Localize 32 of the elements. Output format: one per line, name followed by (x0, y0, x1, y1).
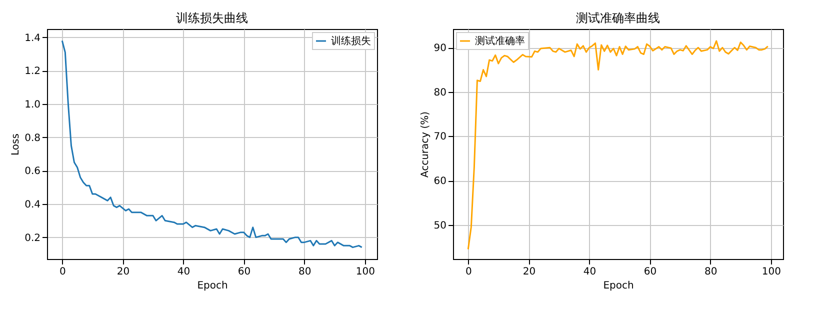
x-axis-title: Epoch (197, 280, 228, 292)
y-tick-label: 50 (434, 220, 446, 232)
x-axis-title: Epoch (603, 280, 634, 292)
y-tick-label: 60 (434, 176, 446, 188)
x-tick-label: 100 (762, 266, 781, 278)
y-tick-label: 70 (434, 132, 446, 143)
chart-title: 测试准确率曲线 (576, 11, 660, 25)
x-tick-label: 40 (583, 266, 596, 278)
y-tick-label: 1.4 (24, 32, 40, 44)
y-tick-label: 90 (434, 43, 446, 54)
x-tick-label: 80 (298, 266, 312, 278)
x-tick-label: 40 (177, 266, 190, 278)
y-tick-label: 1.2 (24, 66, 40, 78)
x-tick-label: 60 (644, 266, 657, 278)
y-tick-label: 1.0 (24, 100, 40, 110)
x-tick-label: 0 (465, 266, 472, 278)
y-tick-label: 0.6 (24, 166, 40, 178)
x-tick-label: 20 (522, 266, 536, 278)
y-tick-label: 0.4 (24, 200, 40, 210)
x-tick-label: 60 (238, 266, 251, 278)
legend-label: 训练损失 (331, 35, 371, 47)
y-tick-label: 0.8 (24, 132, 40, 144)
y-tick-label: 0.2 (24, 232, 40, 244)
y-tick-label: 80 (434, 87, 446, 98)
legend-label: 测试准确率 (475, 35, 525, 47)
x-tick-label: 80 (704, 266, 718, 278)
y-axis-title: Accuracy (%) (420, 111, 431, 178)
chart-title: 训练损失曲线 (176, 11, 248, 25)
x-tick-label: 0 (59, 266, 66, 278)
y-axis-title: Loss (10, 134, 22, 156)
x-tick-label: 100 (356, 266, 375, 278)
x-tick-label: 20 (116, 266, 130, 278)
